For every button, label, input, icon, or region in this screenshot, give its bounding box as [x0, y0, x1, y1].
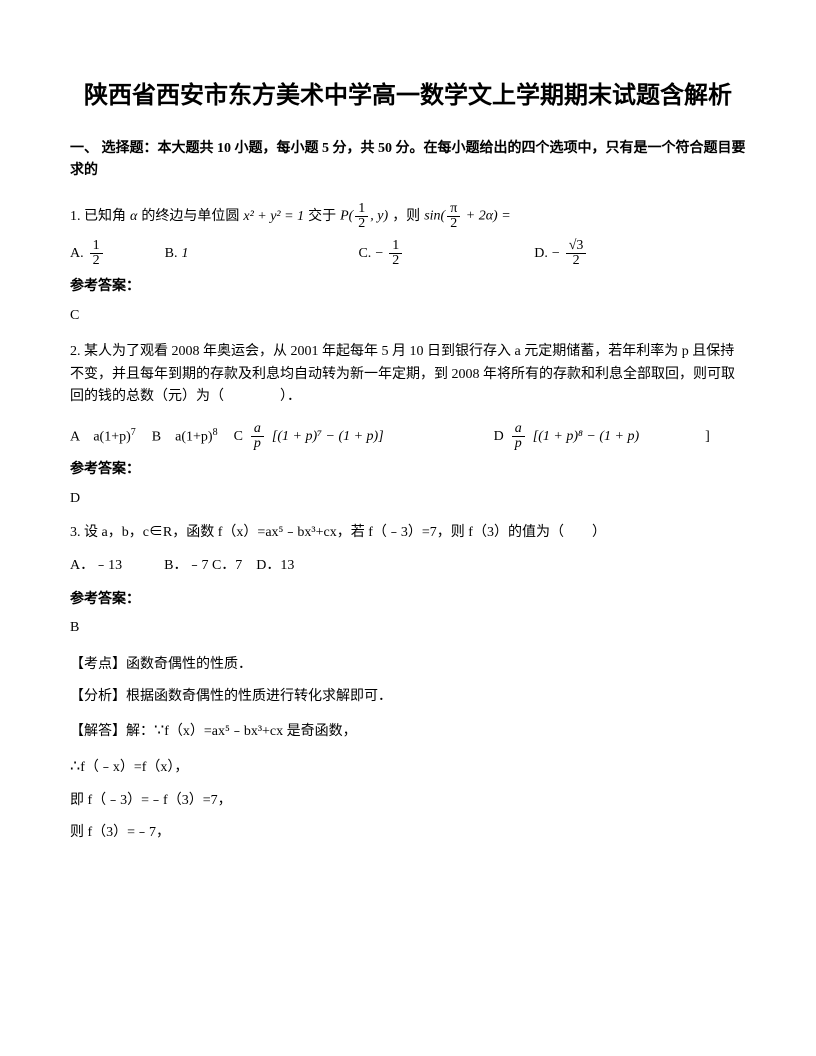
label-d: D. — [534, 243, 548, 265]
den: 2 — [389, 254, 402, 268]
q2-choices: A a(1+p)7 B a(1+p)8 C ap [(1 + p)⁷ − (1 … — [70, 422, 746, 451]
q3-line4: ∴f（﹣x）=f（x）， — [70, 754, 746, 780]
p-right: , y) — [370, 209, 388, 224]
num: a — [512, 422, 525, 437]
label-a: A. — [70, 243, 84, 265]
section-intro: 一、 选择题：本大题共 10 小题，每小题 5 分，共 50 分。在每小题给出的… — [70, 138, 746, 183]
q2-answer: D — [70, 488, 746, 510]
sin-left: sin( — [424, 209, 445, 224]
label-b: B a(1+p) — [152, 429, 213, 444]
num: √3 — [566, 239, 587, 254]
q1-stem: 1. 已知角 α 的终边与单位圆 x² + y² = 1 交于 P(12, y)… — [70, 202, 746, 231]
p-left: P( — [340, 209, 353, 224]
expr-d: [(1 + p)⁸ − (1 + p) — [533, 426, 639, 448]
den: p — [251, 437, 264, 451]
q2-answer-label: 参考答案： — [70, 459, 746, 481]
q1-text-1: 1. 已知角 — [70, 206, 126, 228]
q3-choices: A．﹣13 B．﹣7 C．7 D．13 — [70, 555, 746, 577]
neg-c: − — [375, 243, 383, 265]
q3-line5: 即 f（﹣3）=﹣f（3）=7， — [70, 790, 746, 812]
unit-circle-eq: x² + y² = 1 — [243, 206, 304, 228]
frac-pi2: π2 — [447, 202, 460, 231]
q2-choice-d: D ap [(1 + p)⁸ − (1 + p) ] — [494, 422, 710, 451]
frac-c: 12 — [389, 239, 402, 268]
q1-choices: A. 12 B. 1 C. − 12 D. − √32 — [70, 239, 746, 268]
question-3: 3. 设 a，b，c∈R，函数 f（x）=ax⁵﹣bx³+cx，若 f（﹣3）=… — [70, 522, 746, 844]
frac-a: 12 — [90, 239, 103, 268]
q3-answer-label: 参考答案： — [70, 589, 746, 611]
expr-c: [(1 + p)⁷ − (1 + p)] — [272, 426, 384, 448]
q1-text-2: 的终边与单位圆 — [141, 206, 239, 228]
q3-stem: 3. 设 a，b，c∈R，函数 f（x）=ax⁵﹣bx³+cx，若 f（﹣3）=… — [70, 522, 746, 544]
q1-choice-d: D. − √32 — [534, 239, 588, 268]
label-c: C. — [358, 243, 371, 265]
close-bracket: ] — [705, 426, 710, 448]
line4-text: f（﹣x）=f（x）， — [80, 760, 188, 775]
num: 1 — [355, 202, 368, 217]
num: π — [447, 202, 460, 217]
sup-b: 8 — [213, 427, 218, 438]
sin-right: + 2α) = — [462, 209, 510, 224]
den: 2 — [447, 217, 460, 231]
q2-choice-c: C ap [(1 + p)⁷ − (1 + p)] — [234, 422, 384, 451]
num: 1 — [90, 239, 103, 254]
q1-choice-b: B. 1 — [165, 243, 189, 265]
q2-stem: 2. 某人为了观看 2008 年奥运会，从 2001 年起每年 5 月 10 日… — [70, 341, 746, 408]
den: 2 — [355, 217, 368, 231]
question-2: 2. 某人为了观看 2008 年奥运会，从 2001 年起每年 5 月 10 日… — [70, 341, 746, 510]
num: a — [251, 422, 264, 437]
frac-ap-d: ap — [512, 422, 525, 451]
therefore-symbol: ∴ — [70, 758, 80, 775]
frac-d: √32 — [566, 239, 587, 268]
den: p — [512, 437, 525, 451]
q1-choice-a: A. 12 — [70, 239, 105, 268]
frac-half: 12 — [355, 202, 368, 231]
jieda-post: f（x）=ax⁵﹣bx³+cx 是奇函数， — [164, 724, 356, 739]
den: 2 — [570, 254, 583, 268]
q3-answer: B — [70, 617, 746, 639]
point-P: P(12, y) — [340, 202, 388, 231]
num: 1 — [389, 239, 402, 254]
label-d: D — [494, 426, 504, 448]
q1-text-3: 交于 — [308, 206, 336, 228]
label-c: C — [234, 426, 243, 448]
q2-choice-a: A a(1+p)7 — [70, 425, 136, 449]
alpha-symbol: α — [130, 206, 137, 228]
q1-answer: C — [70, 305, 746, 327]
page-title: 陕西省西安市东方美术中学高一数学文上学期期末试题含解析 — [70, 80, 746, 114]
q3-line6: 则 f（3）=﹣7， — [70, 822, 746, 844]
neg-d: − — [552, 243, 560, 265]
q1-answer-label: 参考答案： — [70, 276, 746, 298]
val-b: 1 — [181, 243, 188, 265]
q1-text-4: ，则 — [392, 206, 420, 228]
den: 2 — [90, 254, 103, 268]
frac-ap-c: ap — [251, 422, 264, 451]
label-a: A a(1+p) — [70, 429, 131, 444]
q1-choice-c: C. − 12 — [358, 239, 404, 268]
because-symbol: ∵ — [154, 722, 164, 739]
q3-kaodian: 【考点】函数奇偶性的性质． — [70, 654, 746, 676]
sin-expr: sin(π2 + 2α) = — [424, 202, 510, 231]
jieda-pre: 【解答】解： — [70, 724, 154, 739]
sup-a: 7 — [131, 427, 136, 438]
q2-choice-b: B a(1+p)8 — [152, 425, 218, 449]
label-b: B. — [165, 243, 178, 265]
q3-jieda: 【解答】解：∵f（x）=ax⁵﹣bx³+cx 是奇函数， — [70, 718, 746, 744]
question-1: 1. 已知角 α 的终边与单位圆 x² + y² = 1 交于 P(12, y)… — [70, 202, 746, 327]
q3-fenxi: 【分析】根据函数奇偶性的性质进行转化求解即可． — [70, 686, 746, 708]
